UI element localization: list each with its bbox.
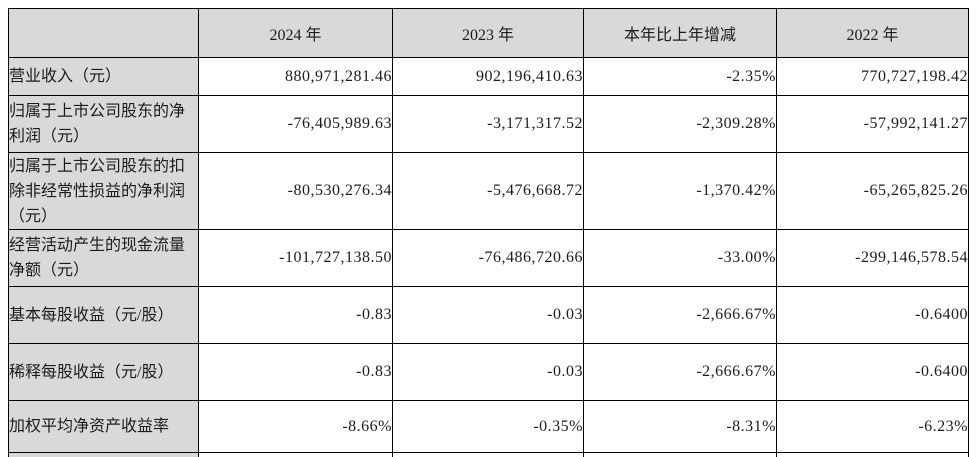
row-label: 归属于上市公司股东的净利润（元） bbox=[8, 95, 199, 153]
cell-2024: -8.66% bbox=[198, 400, 393, 453]
cell-2022: 770,727,198.42 bbox=[776, 57, 969, 96]
cell-2024: -80,530,276.34 bbox=[198, 152, 393, 230]
cell-change: -2.35% bbox=[583, 57, 777, 96]
cell-2023 bbox=[392, 452, 584, 457]
cell-2023: -76,486,720.66 bbox=[392, 229, 584, 287]
cell-change: -1,370.42% bbox=[583, 152, 777, 230]
header-2022: 2022 年 bbox=[776, 8, 969, 58]
cell-change: -8.31% bbox=[583, 400, 777, 453]
cell-2024: -0.83 bbox=[198, 286, 393, 344]
table-row-net-profit: 归属于上市公司股东的净利润（元） -76,405,989.63 -3,171,3… bbox=[8, 95, 969, 153]
table-row-operating-cash-flow: 经营活动产生的现金流量净额（元） -101,727,138.50 -76,486… bbox=[8, 229, 969, 287]
cell-2022: -0.6400 bbox=[776, 343, 969, 401]
cell-2024: 880,971,281.46 bbox=[198, 57, 393, 96]
header-blank-cell bbox=[8, 8, 199, 58]
cell-2022: -65,265,825.26 bbox=[776, 152, 969, 230]
row-label: 营业收入（元） bbox=[8, 57, 199, 96]
row-label: 归属于上市公司股东的扣除非经常性损益的净利润（元） bbox=[8, 152, 199, 230]
cell-2023: -0.03 bbox=[392, 286, 584, 344]
cell-change: -2,309.28% bbox=[583, 95, 777, 153]
header-yoy-change: 本年比上年增减 bbox=[583, 8, 777, 58]
table-row-revenue: 营业收入（元） 880,971,281.46 902,196,410.63 -2… bbox=[8, 57, 969, 96]
table-row-diluted-eps: 稀释每股收益（元/股） -0.83 -0.03 -2,666.67% -0.64… bbox=[8, 343, 969, 401]
row-label: 基本每股收益（元/股） bbox=[8, 286, 199, 344]
cell-2024 bbox=[198, 452, 393, 457]
cell-change bbox=[583, 452, 777, 457]
cell-2023: -5,476,668.72 bbox=[392, 152, 584, 230]
table-row-net-profit-excl-nonrecurring: 归属于上市公司股东的扣除非经常性损益的净利润（元） -80,530,276.34… bbox=[8, 152, 969, 230]
cell-2023: -3,171,317.52 bbox=[392, 95, 584, 153]
row-label: 经营活动产生的现金流量净额（元） bbox=[8, 229, 199, 287]
cell-2024: -76,405,989.63 bbox=[198, 95, 393, 153]
cell-2022: -299,146,578.54 bbox=[776, 229, 969, 287]
cell-2023: -0.03 bbox=[392, 343, 584, 401]
cell-change: -2,666.67% bbox=[583, 286, 777, 344]
header-2023: 2023 年 bbox=[392, 8, 584, 58]
table-header-row: 2024 年 2023 年 本年比上年增减 2022 年 bbox=[8, 8, 969, 58]
table-row-partial-clipped bbox=[8, 452, 969, 457]
row-label bbox=[8, 452, 199, 457]
header-2024: 2024 年 bbox=[198, 8, 393, 58]
cell-2022: -6.23% bbox=[776, 400, 969, 453]
row-label: 加权平均净资产收益率 bbox=[8, 400, 199, 453]
cell-change: -33.00% bbox=[583, 229, 777, 287]
cell-2023: 902,196,410.63 bbox=[392, 57, 584, 96]
cell-2022: -0.6400 bbox=[776, 286, 969, 344]
cell-2024: -101,727,138.50 bbox=[198, 229, 393, 287]
cell-2023: -0.35% bbox=[392, 400, 584, 453]
cell-change: -2,666.67% bbox=[583, 343, 777, 401]
financial-summary-table: 2024 年 2023 年 本年比上年增减 2022 年 营业收入（元） 880… bbox=[8, 8, 969, 457]
row-label: 稀释每股收益（元/股） bbox=[8, 343, 199, 401]
cell-2022 bbox=[776, 452, 969, 457]
cell-2024: -0.83 bbox=[198, 343, 393, 401]
cell-2022: -57,992,141.27 bbox=[776, 95, 969, 153]
table-row-basic-eps: 基本每股收益（元/股） -0.83 -0.03 -2,666.67% -0.64… bbox=[8, 286, 969, 344]
table-row-weighted-avg-roe: 加权平均净资产收益率 -8.66% -0.35% -8.31% -6.23% bbox=[8, 400, 969, 453]
